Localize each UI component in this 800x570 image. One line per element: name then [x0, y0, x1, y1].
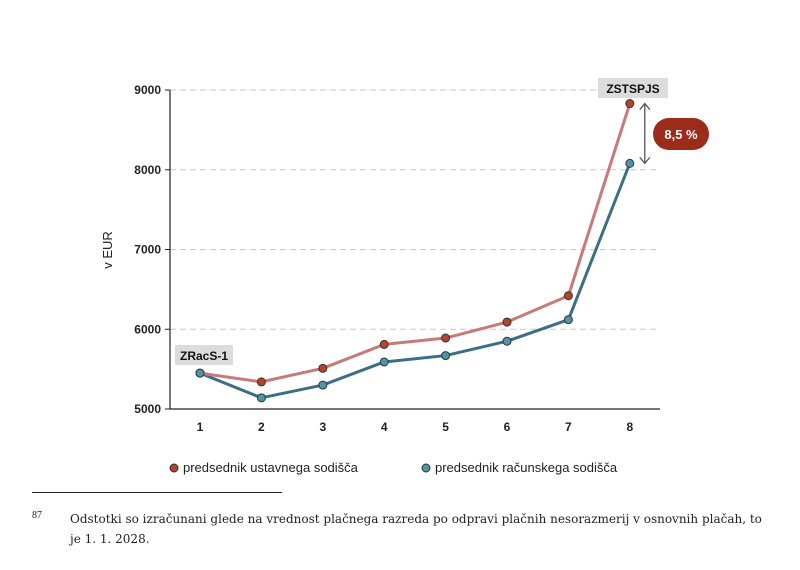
- x-tick-label-1: 1: [197, 420, 204, 434]
- series-2-point-8: [625, 158, 635, 168]
- x-tick-label-8: 8: [626, 420, 633, 434]
- series-line-2: [199, 162, 632, 400]
- series-markers: [195, 99, 635, 403]
- series-1-point-6: [502, 317, 512, 327]
- line-chart: 5000 6000 7000 8000 9000 1 2 3 4 5 6 7 8 v EUR ZRac…: [100, 78, 709, 475]
- legend-label-series-2: predsednik računskega sodišča: [435, 460, 618, 475]
- y-tick-label-5000: 5000: [134, 402, 161, 416]
- series-1-point-7: [563, 291, 573, 301]
- legend-marker-series-2: [421, 463, 431, 473]
- end-label-box: [598, 78, 668, 98]
- series-1-point-3: [318, 363, 328, 373]
- x-tick-labels: 1 2 3 4 5 6 7 8: [197, 420, 634, 434]
- series-2-point-5: [441, 351, 451, 361]
- series-1-point-4: [379, 339, 389, 349]
- end-label: ZSTSPJS: [606, 82, 659, 96]
- footnote-text: Odstotki so izračunani glede na vrednost…: [70, 512, 762, 546]
- x-tick-label-3: 3: [319, 420, 326, 434]
- difference-arrow-head-bottom: [639, 156, 651, 165]
- difference-arrow-head-top: [639, 102, 651, 110]
- series-2-point-1: [195, 368, 205, 378]
- y-axis-label: v EUR: [100, 231, 115, 269]
- x-tick-label-2: 2: [258, 420, 265, 434]
- series-1-point-2: [256, 377, 266, 387]
- legend-label-series-1: predsednik ustavnega sodišča: [183, 460, 359, 475]
- series-1-point-5: [441, 333, 451, 343]
- gridlines: [170, 89, 660, 330]
- difference-badge: [653, 118, 709, 150]
- x-tick-label-7: 7: [565, 420, 572, 434]
- y-tick-label-9000: 9000: [134, 83, 161, 97]
- x-tick-label-6: 6: [504, 420, 511, 434]
- difference-label: 8,5 %: [664, 127, 698, 142]
- y-tick-label-6000: 6000: [134, 322, 161, 336]
- y-tick-label-7000: 7000: [134, 243, 161, 257]
- footnote-number: 87: [32, 510, 42, 521]
- series-lines: [199, 103, 632, 400]
- series-line-1: [199, 103, 632, 384]
- y-tick-label-8000: 8000: [134, 163, 161, 177]
- x-tick-label-4: 4: [381, 420, 388, 434]
- legend-marker-series-1: [169, 463, 179, 473]
- series-2-point-2: [256, 393, 266, 403]
- series-2-point-7: [563, 315, 573, 325]
- start-label-box: [175, 345, 233, 365]
- x-tick-label-5: 5: [442, 420, 449, 434]
- difference-arrow: [639, 102, 651, 165]
- footnote-divider: [32, 492, 282, 493]
- start-label: ZRacS-1: [180, 349, 228, 363]
- axes: [165, 89, 660, 410]
- series-2-point-6: [502, 336, 512, 346]
- series-2-point-3: [318, 380, 328, 390]
- series-2-point-4: [379, 357, 389, 367]
- series-1-point-8: [625, 99, 635, 109]
- y-tick-labels: 5000 6000 7000 8000 9000: [134, 83, 161, 416]
